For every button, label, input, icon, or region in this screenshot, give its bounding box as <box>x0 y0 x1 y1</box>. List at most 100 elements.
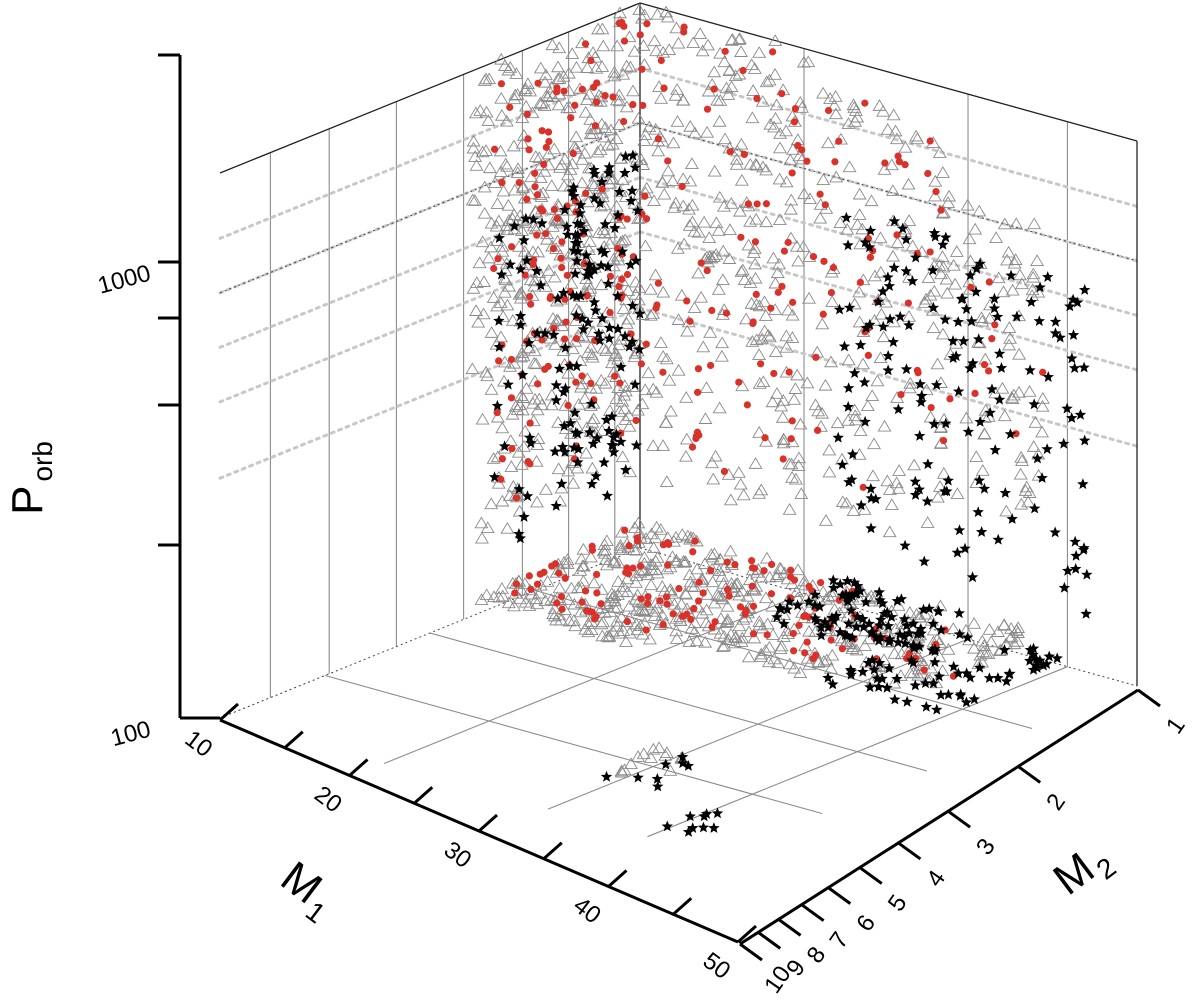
point-proj-m2-porb <box>935 327 950 340</box>
point-proj-m1-porb <box>547 292 555 301</box>
point-proj-m1-m2 <box>1027 663 1040 675</box>
point-proj-m2-porb <box>713 94 728 106</box>
point-proj-m1-porb <box>549 445 561 457</box>
point-proj-m2-porb <box>687 301 702 314</box>
point-proj-m2-porb <box>703 326 718 338</box>
point-proj-m1-m2 <box>717 629 732 642</box>
point-proj-m2-porb <box>734 173 749 186</box>
point-proj-m2-porb <box>768 67 783 80</box>
point-proj-m2-porb <box>1042 271 1054 282</box>
point-proj-m2-porb <box>772 257 787 270</box>
point-proj-m1-porb <box>544 128 553 136</box>
point-proj-m2-porb <box>1025 296 1037 307</box>
point-proj-m1-porb <box>514 389 529 401</box>
point-proj-m1-porb <box>609 93 617 101</box>
point-proj-m2-porb <box>952 385 965 397</box>
point-proj-m1-porb <box>540 160 548 169</box>
point-proj-m2-porb <box>964 269 976 281</box>
point-proj-m2-porb <box>997 217 1012 230</box>
point-proj-m2-porb <box>756 375 771 388</box>
point-proj-m1-porb <box>615 173 630 186</box>
point-proj-m1-porb <box>618 275 626 283</box>
point-proj-m1-m2 <box>643 751 658 763</box>
point-proj-m1-m2 <box>595 601 609 614</box>
point-proj-m1-m2 <box>795 621 803 629</box>
point-proj-m1-porb <box>467 194 482 206</box>
point-proj-m2-porb <box>836 458 848 470</box>
point-proj-m1-porb <box>515 319 527 330</box>
point-proj-m1-m2 <box>564 581 579 594</box>
point-proj-m2-porb <box>694 290 709 303</box>
x-axis-tick <box>219 702 239 722</box>
point-proj-m2-porb <box>926 248 934 256</box>
point-proj-m1-porb <box>611 352 625 365</box>
point-proj-m1-porb <box>575 377 590 390</box>
point-proj-m2-porb <box>697 215 712 228</box>
point-proj-m1-m2 <box>690 562 705 575</box>
point-proj-m1-m2 <box>576 542 591 555</box>
point-proj-m1-porb <box>571 360 583 372</box>
point-proj-m1-porb <box>508 444 516 453</box>
point-proj-m1-m2 <box>933 670 945 682</box>
point-proj-m2-porb <box>828 107 843 120</box>
point-proj-m1-m2 <box>697 557 712 570</box>
point-proj-m1-m2 <box>750 565 765 578</box>
point-proj-m2-porb <box>833 216 848 228</box>
y-tick-label: 7 <box>825 927 855 953</box>
point-proj-m2-porb <box>903 376 918 389</box>
point-proj-m2-porb <box>715 336 730 349</box>
point-proj-m1-porb <box>490 410 505 423</box>
point-proj-m2-porb <box>665 174 680 187</box>
point-proj-m1-porb <box>547 142 562 155</box>
point-proj-m1-porb <box>502 213 516 226</box>
point-proj-m2-porb <box>660 84 668 92</box>
point-proj-m2-porb <box>959 542 971 554</box>
point-proj-m1-m2 <box>857 639 872 651</box>
y-axis-tick <box>739 942 763 962</box>
point-proj-m1-porb <box>616 302 631 314</box>
point-proj-m1-porb <box>490 264 498 273</box>
point-proj-m2-porb <box>1079 284 1091 295</box>
point-proj-m2-porb <box>724 197 739 209</box>
point-proj-m1-m2 <box>771 611 783 623</box>
point-proj-m1-m2 <box>826 611 838 623</box>
point-proj-m2-porb <box>671 36 686 49</box>
point-proj-m1-porb <box>583 340 598 353</box>
point-proj-m2-porb <box>909 475 921 487</box>
point-proj-m1-porb <box>479 144 493 156</box>
point-proj-m1-porb <box>490 299 505 312</box>
point-proj-m2-porb <box>942 474 954 486</box>
point-proj-m1-porb <box>474 531 489 544</box>
point-proj-m1-m2 <box>827 636 835 644</box>
point-proj-m1-m2 <box>871 672 884 684</box>
point-proj-m2-porb <box>1026 267 1041 280</box>
point-proj-m1-m2 <box>558 605 566 613</box>
point-proj-m1-m2 <box>629 564 637 572</box>
point-proj-m2-porb <box>679 432 694 445</box>
point-proj-m1-m2 <box>495 589 510 602</box>
point-proj-m1-porb <box>583 291 591 300</box>
point-proj-m1-porb <box>609 132 624 145</box>
point-proj-m1-porb <box>623 215 631 223</box>
point-proj-m1-porb <box>631 212 646 224</box>
point-proj-m1-porb <box>575 199 587 210</box>
point-proj-m2-porb <box>712 401 727 414</box>
point-proj-m1-porb <box>480 521 495 534</box>
point-proj-m2-porb <box>891 482 906 494</box>
point-proj-m1-porb <box>560 87 568 95</box>
point-proj-m2-porb <box>728 69 743 82</box>
point-proj-m2-porb <box>924 169 932 178</box>
point-proj-m2-porb <box>877 163 892 175</box>
point-proj-m2-porb <box>711 223 726 236</box>
point-proj-m2-porb <box>930 379 943 390</box>
point-proj-m1-porb <box>507 394 516 402</box>
point-proj-m2-porb <box>1049 526 1061 538</box>
point-proj-m2-porb <box>895 158 903 166</box>
point-proj-m1-porb <box>570 309 583 321</box>
point-proj-m1-porb <box>633 343 645 355</box>
point-proj-m1-porb <box>615 435 627 447</box>
point-proj-m1-porb <box>618 233 633 246</box>
point-proj-m2-porb <box>768 276 783 289</box>
point-proj-m1-porb <box>548 328 560 340</box>
point-proj-m2-porb <box>759 75 774 88</box>
